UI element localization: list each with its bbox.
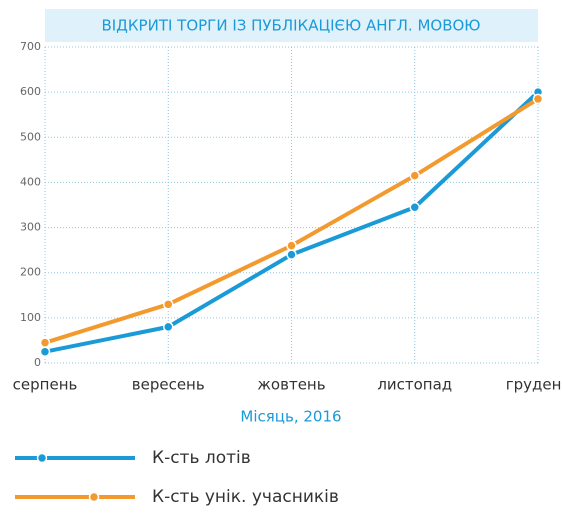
series-line	[44, 97, 540, 345]
data-point	[163, 321, 174, 333]
x-tick-label: жовтень	[257, 376, 325, 394]
y-tick-label: 600	[20, 85, 41, 98]
y-tick-label: 300	[20, 221, 41, 234]
data-point	[409, 170, 420, 181]
y-tick-label: 200	[20, 266, 41, 279]
legend-marker	[88, 491, 100, 503]
x-tick-label: серпень	[13, 376, 78, 394]
title-banner	[45, 9, 538, 42]
legend-label: К-сть лотів	[152, 448, 251, 468]
y-tick-label: 700	[20, 40, 41, 53]
x-tick-label: грудень	[506, 376, 562, 394]
data-point	[163, 299, 174, 310]
data-point	[39, 337, 51, 348]
y-tick-label: 500	[20, 130, 41, 143]
data-point	[286, 249, 297, 260]
data-point	[532, 93, 544, 105]
data-point	[39, 346, 51, 357]
data-point	[409, 202, 420, 213]
y-tick-label: 100	[20, 311, 41, 324]
x-tick-label: вересень	[132, 376, 205, 394]
legend-marker	[36, 452, 48, 464]
y-tick-label: 400	[20, 175, 41, 188]
y-tick-label: 0	[34, 356, 41, 369]
legend-label: К-сть унік. учасників	[152, 487, 339, 507]
data-point	[286, 240, 297, 251]
x-tick-label: листопад	[377, 376, 452, 394]
chart-title: ВІДКРИТІ ТОРГИ ІЗ ПУБЛІКАЦІЄЮ АНГЛ. МОВО…	[101, 17, 480, 35]
x-axis-label: Місяць, 2016	[240, 408, 341, 426]
